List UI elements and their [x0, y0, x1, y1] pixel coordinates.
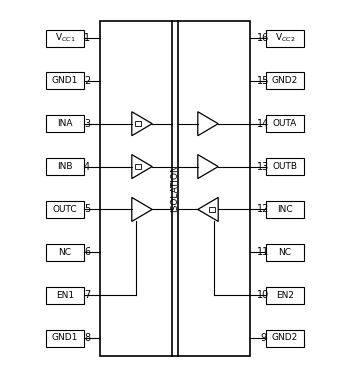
Bar	[46, 30, 84, 46]
Text: INC: INC	[277, 205, 293, 214]
Bar	[135, 164, 141, 169]
Text: OUTC: OUTC	[53, 205, 77, 214]
Text: GND2: GND2	[272, 76, 298, 85]
Text: 10: 10	[257, 290, 269, 300]
Text: 3: 3	[84, 119, 90, 129]
Bar	[46, 287, 84, 304]
Text: INA: INA	[57, 119, 73, 128]
Text: 6: 6	[84, 247, 90, 257]
Text: 5: 5	[84, 205, 90, 214]
Text: NC: NC	[278, 248, 291, 257]
Bar	[266, 201, 304, 218]
Bar	[266, 115, 304, 132]
Text: 2: 2	[84, 76, 90, 86]
Text: 7: 7	[84, 290, 90, 300]
Text: GND1: GND1	[52, 333, 78, 343]
Bar	[266, 30, 304, 46]
Text: 1: 1	[84, 33, 90, 43]
Bar	[266, 158, 304, 175]
Text: 16: 16	[257, 33, 269, 43]
Bar	[46, 329, 84, 347]
Bar	[266, 287, 304, 304]
Bar	[100, 21, 250, 356]
Text: 14: 14	[257, 119, 269, 129]
Text: 13: 13	[257, 161, 269, 172]
Text: 15: 15	[257, 76, 269, 86]
Text: INB: INB	[57, 162, 73, 171]
Text: GND2: GND2	[272, 333, 298, 343]
Text: OUTB: OUTB	[273, 162, 298, 171]
Bar	[46, 72, 84, 89]
Text: 4: 4	[84, 161, 90, 172]
Text: NC: NC	[58, 248, 71, 257]
Bar	[46, 244, 84, 261]
Bar	[266, 244, 304, 261]
Text: GND1: GND1	[52, 76, 78, 85]
Bar	[266, 72, 304, 89]
Text: OUTA: OUTA	[273, 119, 297, 128]
Bar	[46, 115, 84, 132]
Text: 12: 12	[257, 205, 269, 214]
Text: EN2: EN2	[276, 291, 294, 300]
Bar	[135, 121, 141, 127]
Text: 11: 11	[257, 247, 269, 257]
Bar	[266, 329, 304, 347]
Text: 9: 9	[260, 333, 266, 343]
Text: EN1: EN1	[56, 291, 74, 300]
Bar	[209, 207, 215, 212]
Text: V$_{CC1}$: V$_{CC1}$	[55, 32, 75, 44]
Bar	[46, 158, 84, 175]
Text: ISOLATION: ISOLATION	[171, 165, 180, 212]
Text: 8: 8	[84, 333, 90, 343]
Text: V$_{CC2}$: V$_{CC2}$	[275, 32, 295, 44]
Bar	[46, 201, 84, 218]
